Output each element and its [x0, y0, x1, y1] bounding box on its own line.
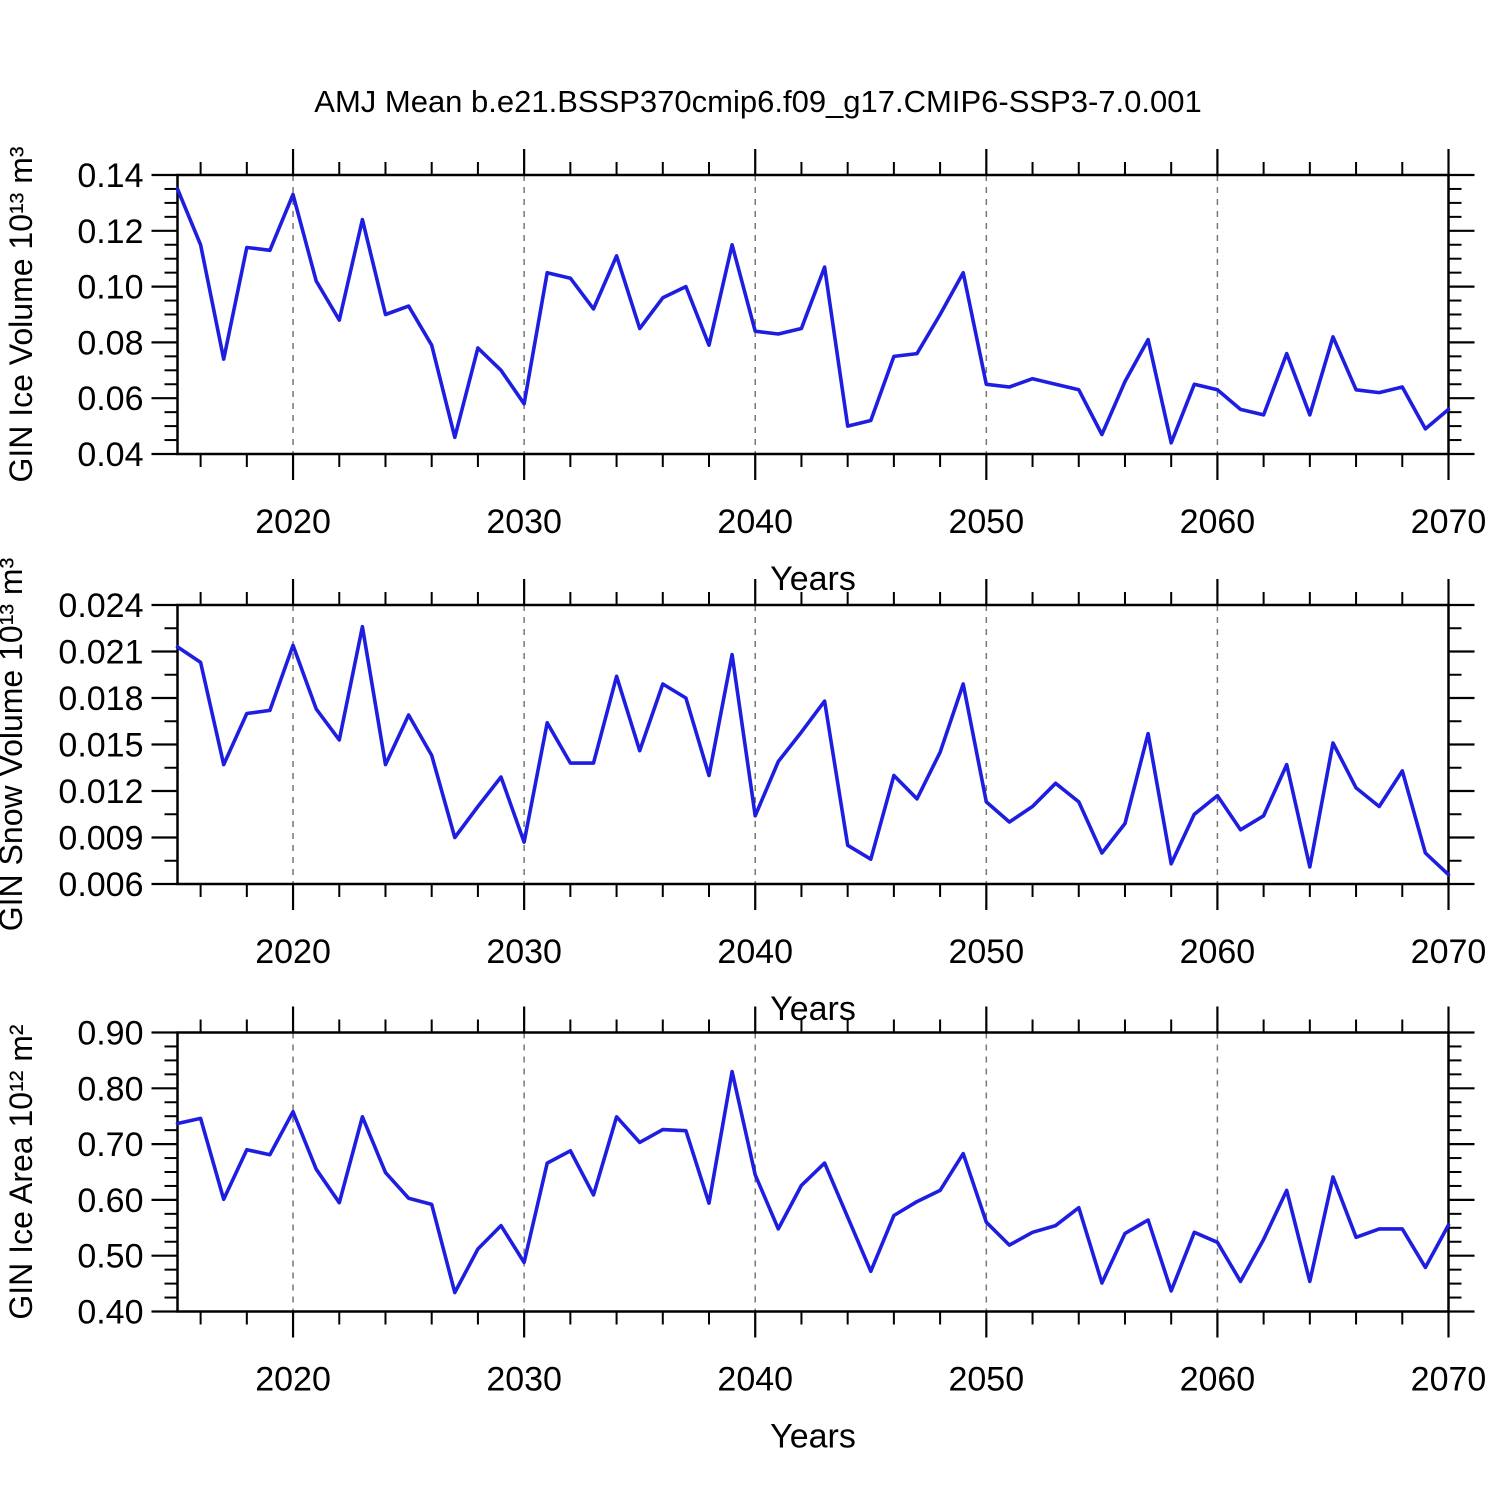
y-tick-label: 0.021 — [58, 634, 143, 672]
x-tick-label: 2050 — [948, 503, 1024, 541]
y-tick-label: 0.08 — [77, 324, 143, 362]
y-tick-label: 0.12 — [77, 213, 143, 251]
y-tick-label: 0.80 — [77, 1070, 143, 1108]
x-tick-label: 2060 — [1180, 933, 1256, 971]
y-tick-label: 0.009 — [58, 820, 143, 858]
x-axis-title: Years — [770, 990, 856, 1028]
series-line-gin-ice-volume — [175, 187, 1451, 445]
series-line-gin-ice-area — [175, 1069, 1451, 1295]
panel-border — [176, 1031, 1450, 1313]
y-tick-label: 0.40 — [77, 1294, 143, 1332]
x-axis-title: Years — [770, 560, 856, 598]
y-tick-label: 0.006 — [58, 866, 143, 904]
x-tick-label: 2070 — [1411, 1361, 1487, 1399]
x-tick-label: 2060 — [1180, 1361, 1256, 1399]
x-tick-label: 2030 — [486, 503, 562, 541]
panel-border — [176, 603, 1450, 886]
y-tick-label: 0.04 — [77, 436, 143, 474]
figure-title: AMJ Mean b.e21.BSSP370cmip6.f09_g17.CMIP… — [314, 84, 1201, 119]
x-tick-label: 2070 — [1411, 503, 1487, 541]
x-tick-label: 2020 — [255, 933, 331, 971]
panel-gin-snow-volume: 0.006 0.009 0.012 0.015 0.018 0.021 0.024 2020 2… — [0, 557, 1486, 1028]
panel-gin-ice-volume: 0.04 0.06 0.08 0.10 0.12 0.14 2020 2030 2040 2050… — [3, 146, 1486, 598]
x-tick-label: 2040 — [717, 1361, 793, 1399]
panel-border — [176, 173, 1450, 456]
y-tick-label: 0.018 — [58, 680, 143, 718]
y-tick-label: 0.60 — [77, 1182, 143, 1220]
y-tick-label: 0.024 — [58, 587, 143, 625]
x-tick-label: 2040 — [717, 503, 793, 541]
series-line-gin-snow-volume — [175, 624, 1451, 877]
panel-gin-ice-area: 0.40 0.50 0.60 0.70 0.80 0.90 2020 2030 2040 2050… — [3, 1006, 1487, 1456]
y-tick-label: 0.50 — [77, 1238, 143, 1276]
y-tick-label: 0.70 — [77, 1126, 143, 1164]
x-tick-label: 2050 — [948, 933, 1024, 971]
y-tick-label: 0.90 — [77, 1015, 143, 1053]
y-axis-title: GIN Ice Area 10¹² m² — [3, 1024, 39, 1320]
x-tick-label: 2050 — [948, 1361, 1024, 1399]
x-tick-label: 2020 — [255, 503, 331, 541]
x-tick-label: 2030 — [486, 1361, 562, 1399]
x-tick-label: 2070 — [1411, 933, 1487, 971]
x-tick-label: 2060 — [1180, 503, 1256, 541]
y-tick-label: 0.012 — [58, 773, 143, 811]
x-tick-label: 2030 — [486, 933, 562, 971]
y-tick-label: 0.10 — [77, 269, 143, 307]
x-tick-label: 2020 — [255, 1361, 331, 1399]
y-tick-label: 0.06 — [77, 380, 143, 418]
y-tick-label: 0.015 — [58, 727, 143, 765]
y-axis-title: GIN Snow Volume 10¹³ m³ — [0, 557, 29, 931]
x-tick-label: 2040 — [717, 933, 793, 971]
y-axis-title: GIN Ice Volume 10¹³ m³ — [3, 146, 39, 482]
x-axis-title: Years — [770, 1418, 856, 1456]
y-tick-label: 0.14 — [77, 157, 143, 195]
